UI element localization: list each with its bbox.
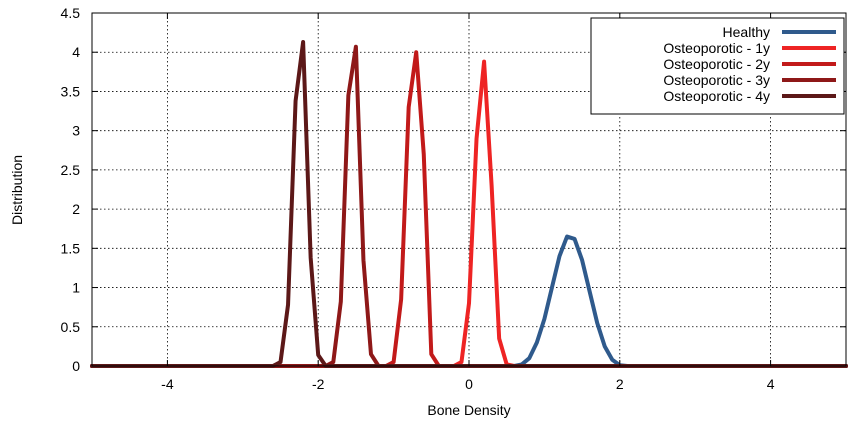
y-tick-label: 1.5	[61, 240, 81, 256]
y-tick-label: 0.5	[61, 319, 81, 335]
legend-label-2: Osteoporotic - 2y	[663, 56, 770, 72]
x-tick-label: -4	[161, 376, 174, 392]
tick-layer: -4 -2 0 2 4 0 0.5 1 1.5 2 2.5 3 3.5 4 4.5	[61, 5, 846, 392]
x-tick-label: 4	[767, 376, 775, 392]
y-tick-label: 2	[72, 201, 80, 217]
x-tick-label: 2	[616, 376, 624, 392]
y-tick-label: 3.5	[61, 83, 81, 99]
y-tick-label: 4.5	[61, 5, 81, 21]
series-line-0	[90, 234, 848, 368]
y-tick-label: 1	[72, 280, 80, 296]
y-tick-label: 4	[72, 44, 80, 60]
y-tick-label: 0	[72, 358, 80, 374]
legend-label-0: Healthy	[723, 24, 770, 40]
series-layer	[90, 40, 848, 368]
legend-label-1: Osteoporotic - 1y	[663, 40, 770, 56]
legend-label-3: Osteoporotic - 3y	[663, 72, 770, 88]
x-tick-label: 0	[465, 376, 473, 392]
x-axis-label: Bone Density	[427, 402, 510, 418]
series-line-4	[90, 40, 848, 368]
y-tick-label: 3	[72, 123, 80, 139]
y-tick-label: 2.5	[61, 162, 81, 178]
x-tick-label: -2	[312, 376, 325, 392]
y-axis-label: Distribution	[9, 155, 25, 225]
legend-label-4: Osteoporotic - 4y	[663, 88, 770, 104]
